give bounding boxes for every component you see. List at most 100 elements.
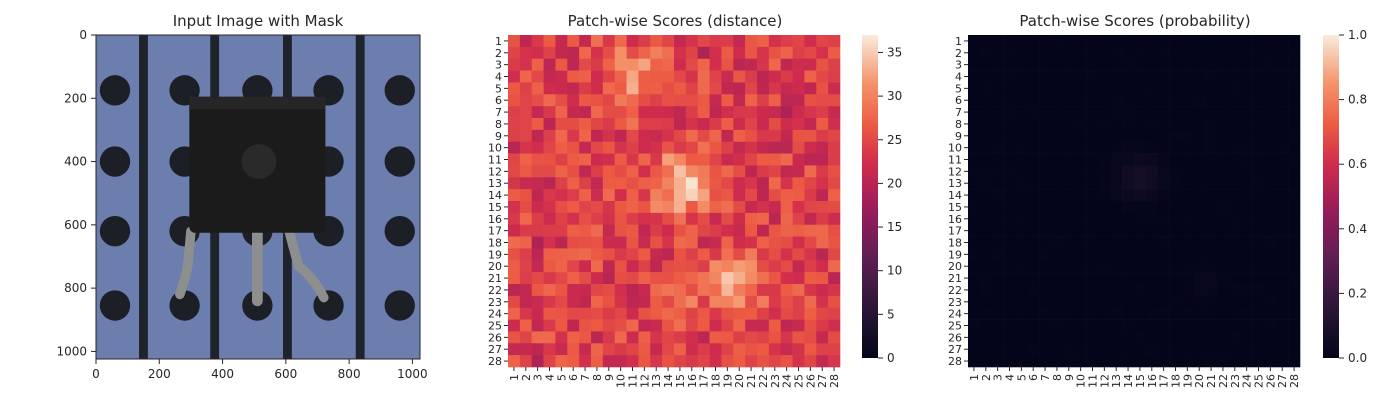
heatmap-cell [697,35,710,48]
heatmap-cell [1228,319,1242,332]
heatmap-cell [1062,141,1076,154]
x-tick-label: 24 [1241,374,1254,388]
heatmap-cell [991,201,1004,214]
heatmap-cell [828,260,841,273]
heatmap-cell [709,260,722,273]
heatmap-cell [602,35,616,48]
heatmap-cell [1027,153,1040,166]
heatmap-cell [1062,189,1076,202]
heatmap-cell [579,260,592,273]
heatmap-cell [828,70,841,83]
heatmap-cell [638,70,651,83]
heatmap-cell [804,118,817,131]
heatmap-cell [1205,319,1218,332]
heatmap-cell [1062,35,1076,48]
colorbar-tick-label: 25 [887,133,902,147]
heatmap-cell [768,165,782,178]
heatmap-cell [626,212,639,226]
heatmap-cell [1062,129,1076,143]
heatmap-cell [685,307,699,320]
heatmap-cell [1181,153,1194,166]
heatmap-cell [1276,260,1289,273]
x-tick-label: 22 [757,374,770,388]
heatmap-cell [567,46,580,60]
heatmap-cell [721,82,734,95]
y-tick-label: 2 [955,47,962,60]
heatmap-cell [555,272,568,285]
heatmap-cell [602,177,616,190]
heatmap-cell [1169,355,1182,368]
heatmap-cell [757,118,770,131]
heatmap-cell [733,129,746,143]
heatmap-cell [1228,284,1242,297]
y-tick-label: 3 [955,59,962,72]
heatmap-cell [1276,355,1289,368]
y-tick-label: 24 [488,308,502,321]
heatmap-cell [614,141,627,154]
heatmap-cell [567,343,580,356]
heatmap-cell [1062,272,1076,285]
heatmap-cell [768,35,782,48]
heatmap-cell [979,319,993,332]
heatmap-cell [1181,248,1194,261]
heatmap-cell [804,260,817,273]
heatmap-cell [697,153,710,166]
heatmap-cell [1217,331,1230,344]
heatmap-cell [685,355,699,368]
heatmap-cell [1169,343,1182,356]
heatmap-cell [1252,212,1265,226]
heatmap-cell [1240,106,1253,119]
heatmap-cell [674,212,687,226]
heatmap-cell [1098,141,1111,154]
heatmap-cell [768,224,782,237]
y-tick-label: 13 [488,177,502,190]
heatmap-cell [567,189,580,202]
heatmap-cell [968,141,981,154]
heatmap-cell [780,260,793,273]
heatmap-cell [508,165,521,178]
x-tick-label: 6 [1027,374,1040,381]
heatmap-cell [519,106,533,119]
heatmap-cell [816,260,829,273]
heatmap-cell [614,343,627,356]
y-tick-label: 1000 [56,344,87,358]
heatmap-cell [979,236,993,249]
heatmap-cell [519,70,533,83]
heatmap-cell [1169,165,1182,178]
y-tick-label: 22 [948,284,962,297]
heatmap-cell [650,165,663,178]
heatmap-cell [1181,35,1194,48]
x-tick-label: 28 [1288,374,1301,388]
heatmap-cell [1122,106,1135,119]
heatmap-cell [1122,260,1135,273]
heatmap-cell [1086,189,1099,202]
x-tick-label: 17 [698,374,711,388]
heatmap-cell [626,201,639,214]
heatmap-cell [579,141,592,154]
heatmap-cell [508,307,521,320]
heatmap-cell [709,212,722,226]
heatmap-cell [991,331,1004,344]
heatmap-cell [519,118,533,131]
heatmap-cell [828,272,841,285]
heatmap-cell [567,284,580,297]
heatmap-cell [555,82,568,95]
heatmap-cell [685,260,699,273]
heatmap-cell [1027,82,1040,95]
heatmap-cell [792,118,805,131]
heatmap-cell [828,82,841,95]
colorbar-gradient [862,35,878,358]
heatmap-cell [650,153,663,166]
heatmap-cell [733,272,746,285]
heatmap-cell [650,106,663,119]
heatmap-cell [1051,212,1064,226]
heatmap-cell [1169,295,1182,309]
heatmap-cell [519,319,533,332]
heatmap-cell [792,70,805,83]
heatmap-cell [1134,35,1147,48]
heatmap-cell [555,70,568,83]
heatmap-cell [1122,94,1135,107]
heatmap-cell [579,165,592,178]
heatmap-cell [697,224,710,237]
heatmap-cell [602,165,616,178]
